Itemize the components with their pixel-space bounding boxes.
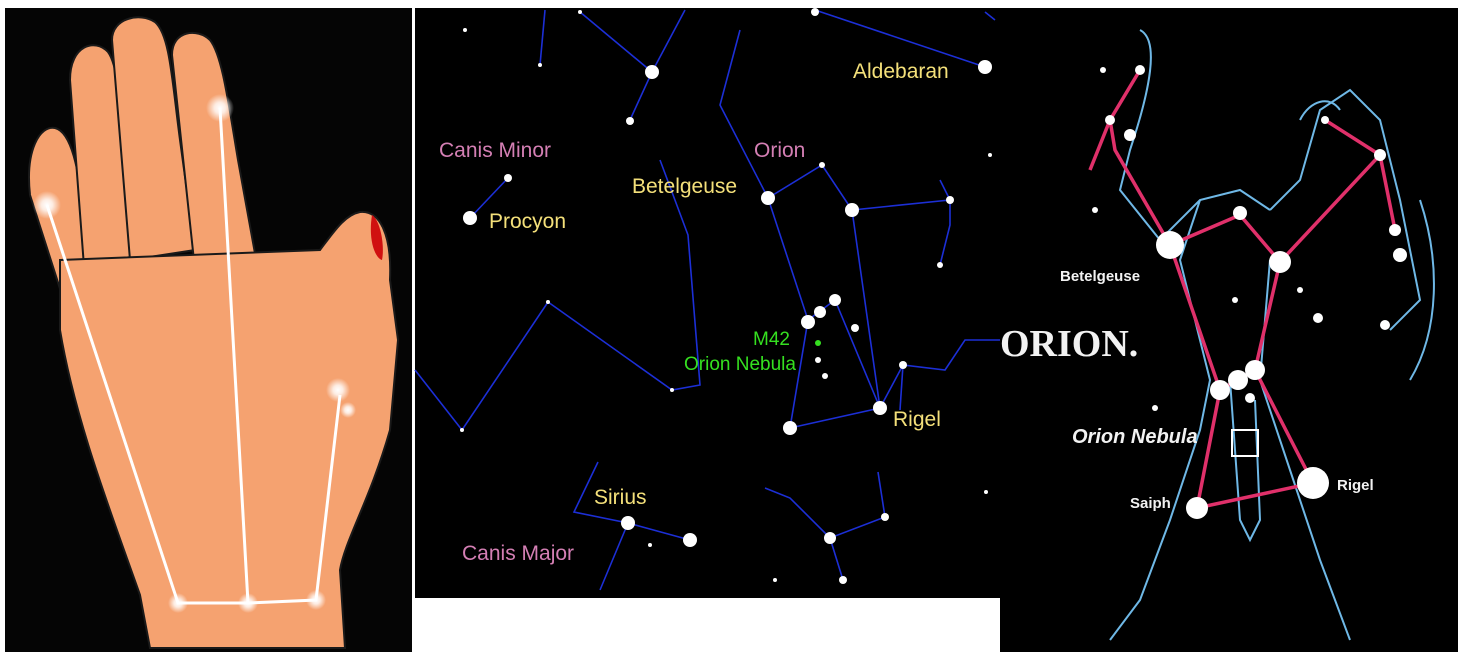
nail — [370, 215, 383, 260]
star-label: Betelgeuse — [1060, 268, 1140, 285]
hunter-outline — [1109, 29, 1435, 641]
star-label: Rigel — [1337, 477, 1374, 494]
nebula-box — [1231, 429, 1259, 457]
star-label: Rigel — [893, 408, 941, 431]
star-label: Sirius — [594, 486, 647, 509]
star-label: Betelgeuse — [632, 175, 737, 198]
constellation-label: Canis Minor — [439, 139, 551, 162]
star-map: Aldebaran Canis Minor Orion Betelgeuse P… — [414, 8, 1000, 598]
nebula-marker — [815, 340, 821, 346]
star-label: Procyon — [489, 210, 566, 233]
nebula-label: Orion Nebula — [684, 354, 796, 375]
orion-figure: Betelgeuse ORION. Orion Nebula Saiph Rig… — [1000, 8, 1458, 652]
stars — [460, 8, 992, 584]
stars — [1092, 65, 1407, 519]
nebula-label: Orion Nebula — [1072, 426, 1198, 448]
hand-panel — [5, 8, 412, 652]
constellation-label: Canis Major — [462, 542, 574, 565]
star-label: Saiph — [1130, 495, 1171, 512]
figure-title: ORION. — [1000, 323, 1138, 365]
background — [415, 8, 1000, 598]
star-label: Aldebaran — [853, 60, 949, 83]
constellation-label: Orion — [754, 139, 805, 162]
stars — [33, 94, 356, 613]
hand — [28, 16, 400, 649]
background — [1000, 8, 1458, 652]
nebula-label: M42 — [753, 329, 790, 350]
